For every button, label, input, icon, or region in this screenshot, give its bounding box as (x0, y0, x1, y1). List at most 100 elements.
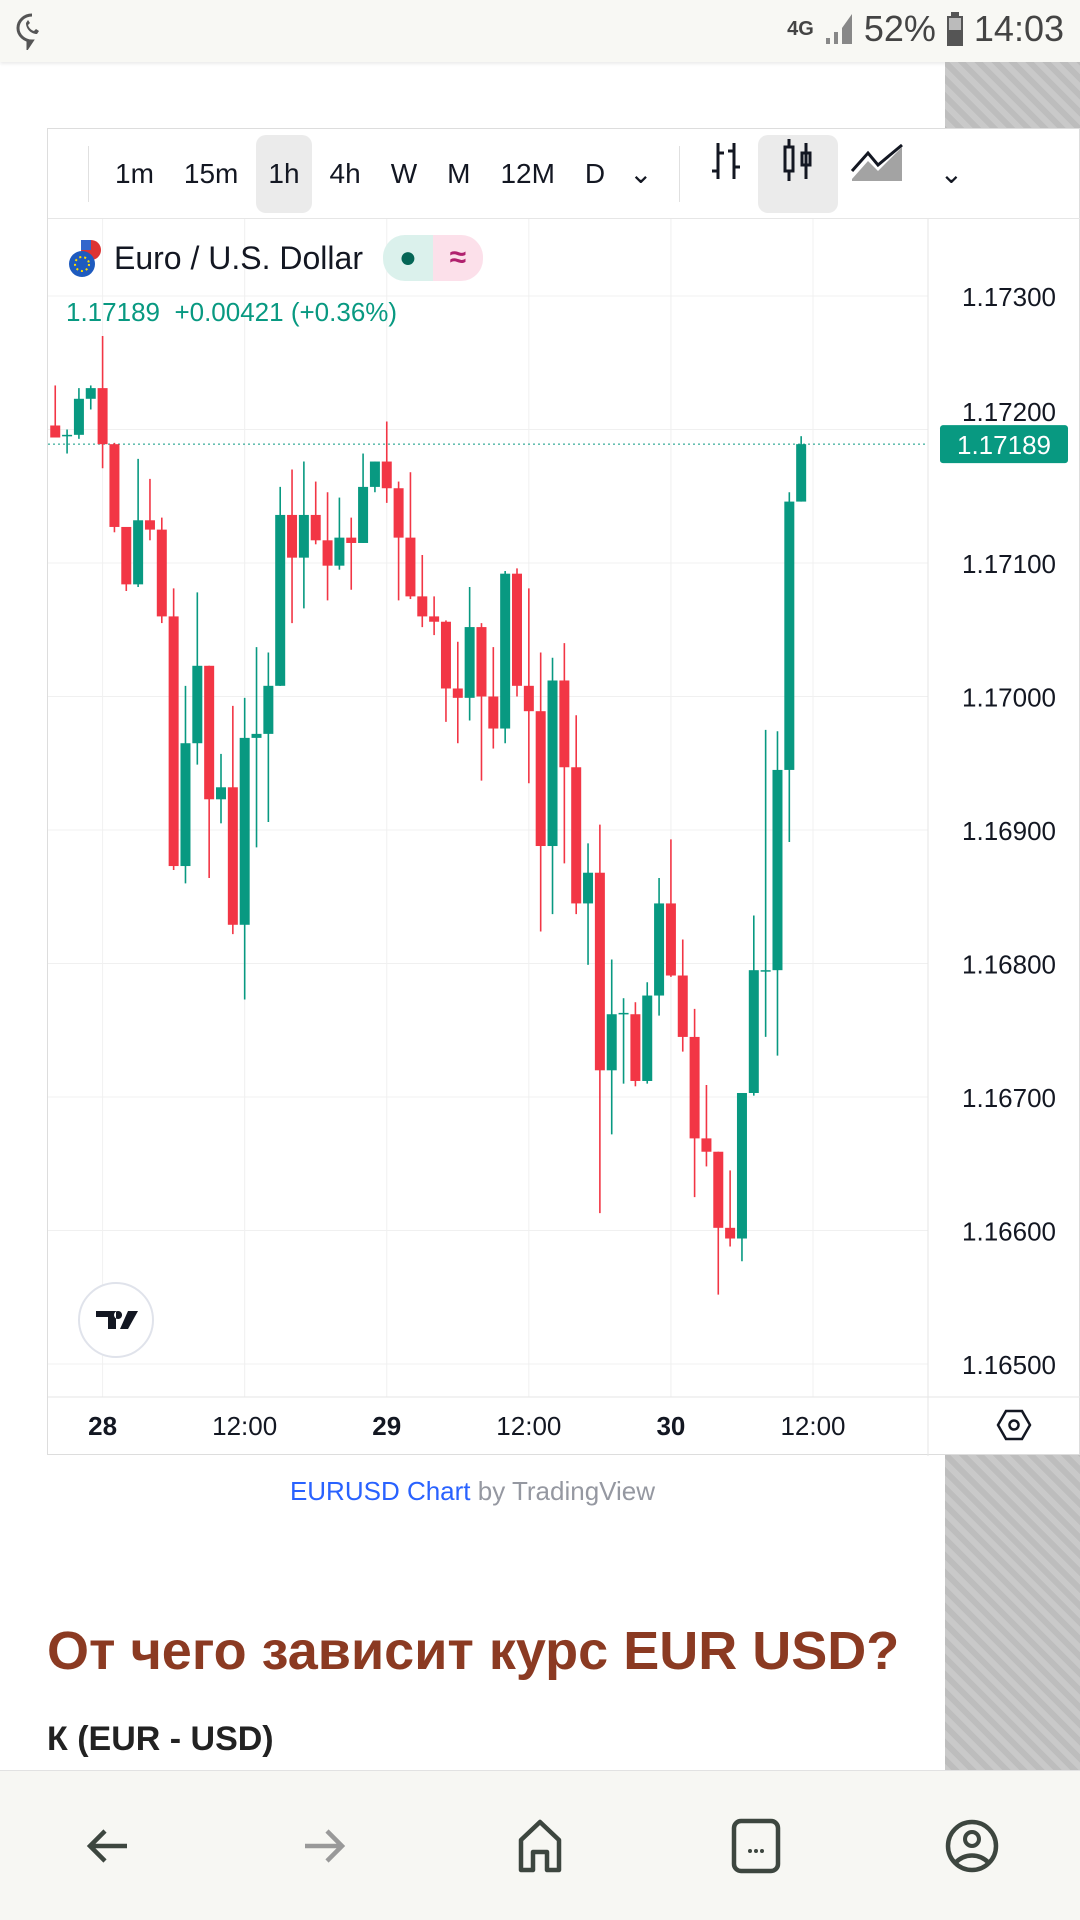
candle-body (772, 769, 783, 971)
candle-body (464, 627, 475, 698)
profile-icon (945, 1819, 999, 1872)
interval-dropdown[interactable]: ⌄ (629, 157, 653, 189)
quote-line: 1.17189 +0.00421 (+0.36%) (66, 297, 397, 328)
candle-body (334, 537, 345, 566)
battery-icon (946, 12, 963, 46)
candle-body (760, 970, 771, 972)
interval-tabs: 1m 15m 1h 4h W M 12M D (103, 134, 617, 213)
candle-body (381, 461, 392, 489)
tabs-button[interactable] (716, 1806, 796, 1886)
tradingview-widget[interactable]: 1m 15m 1h 4h W M 12M D ⌄ ⌄ 1.17300 1.17200 1.1710… (47, 128, 1080, 1456)
candle-body (618, 1012, 629, 1015)
home-button[interactable] (500, 1806, 580, 1886)
candle-body (594, 872, 605, 1071)
candle-body (216, 787, 226, 800)
candle-body (476, 627, 487, 697)
candle-body (630, 1014, 641, 1081)
candle-body (275, 514, 286, 686)
candlestick-chart[interactable]: 1.17300 1.17200 1.17100 1.17000 1.16900 1.168… (48, 129, 1080, 1456)
last-price-badge (940, 425, 1068, 464)
candle-body (796, 444, 807, 502)
market-status-pill[interactable]: ● ≈ (382, 235, 483, 281)
price-tick-label: 1.17200 (962, 397, 1056, 427)
arrow-left-icon (86, 1828, 127, 1863)
interval-tab-m[interactable]: M (447, 157, 471, 189)
candle-body (440, 621, 451, 689)
price-tick-label: 1.16900 (962, 816, 1056, 846)
candle-body (369, 461, 380, 487)
candle-body (583, 872, 594, 904)
clock: 14:03 (973, 8, 1064, 49)
status-bar: 4G 52% 14:03 (0, 0, 1080, 62)
candle-body (725, 1227, 736, 1239)
time-tick-label: 29 (372, 1411, 401, 1441)
candle-body (701, 1138, 712, 1152)
eur-usd-flag-icon (69, 240, 101, 277)
arrow-right-icon (305, 1828, 346, 1863)
chart-type-dropdown[interactable]: ⌄ (939, 157, 964, 189)
candle-body (251, 733, 262, 738)
candle-body (298, 514, 309, 558)
symbol-legend: Euro / U.S. Dollar ● ≈ (66, 235, 483, 281)
profile-button[interactable] (932, 1806, 1012, 1886)
candle-body (606, 1014, 617, 1071)
delayed-data-icon: ≈ (432, 235, 483, 281)
interval-tab-4h[interactable]: 4h (329, 157, 361, 189)
candle-body (85, 388, 96, 399)
chart-settings-icon[interactable] (996, 1409, 1032, 1441)
candle-body (500, 573, 511, 729)
back-button[interactable] (68, 1806, 148, 1886)
price-tick-label: 1.16800 (962, 950, 1056, 980)
candles-chart-type-button[interactable] (757, 134, 838, 213)
bars-icon (711, 142, 740, 179)
last-price-badge-label: 1.17189 (957, 430, 1051, 460)
candle-body (429, 616, 440, 622)
eurusd-chart-link[interactable]: EURUSD Chart (289, 1476, 471, 1506)
chart-attribution: EURUSD Chart by TradingView (0, 1476, 945, 1507)
candle-body (642, 995, 653, 1081)
bar-chart-type-button[interactable] (694, 135, 758, 213)
candle-body (263, 685, 274, 734)
price-tick-label: 1.17300 (962, 282, 1056, 312)
interval-tab-d[interactable]: D (584, 157, 606, 189)
candle-body (452, 688, 463, 698)
area-chart-type-button[interactable] (838, 135, 918, 213)
interval-tab-w[interactable]: W (390, 157, 418, 189)
candle-body (405, 537, 416, 597)
price-change: +0.00421 (174, 297, 284, 327)
candle-body (547, 680, 558, 847)
candle-body (50, 425, 61, 438)
candle-body (417, 596, 428, 617)
chart-toolbar: 1m 15m 1h 4h W M 12M D ⌄ ⌄ (48, 129, 1080, 219)
candle-body (346, 537, 357, 543)
interval-tab-1m[interactable]: 1m (115, 157, 154, 189)
candle-body (97, 388, 108, 445)
interval-tab-12m[interactable]: 12M (500, 157, 555, 189)
forward-button[interactable] (284, 1806, 364, 1886)
candle-body (689, 1036, 700, 1139)
interval-tab-1h[interactable]: 1h (256, 134, 312, 213)
candle-body (488, 696, 499, 729)
candle-body (748, 970, 759, 1093)
tradingview-logo-mark (96, 1311, 138, 1329)
candle-body (535, 711, 546, 847)
section-heading: От чего зависит курс EUR USD? (47, 1621, 900, 1681)
signal-icon (825, 14, 852, 44)
time-tick-label: 30 (656, 1411, 685, 1441)
price-tick-label: 1.17000 (962, 683, 1056, 713)
last-price: 1.17189 (66, 297, 160, 327)
candle-body (736, 1092, 747, 1239)
candle-body (121, 526, 132, 585)
tabs-icon (731, 1818, 781, 1873)
time-tick-label: 12:00 (212, 1411, 277, 1441)
interval-tab-15m[interactable]: 15m (183, 157, 239, 189)
candle-body (62, 434, 73, 437)
candle-body (654, 903, 665, 996)
candle-body (784, 501, 795, 770)
candle-body (73, 398, 84, 435)
candle-body (180, 743, 191, 867)
attribution-by: by TradingView (470, 1476, 656, 1506)
network-indicator: 4G (787, 17, 814, 40)
battery-percent: 52% (863, 8, 936, 49)
candle-body (523, 685, 534, 712)
